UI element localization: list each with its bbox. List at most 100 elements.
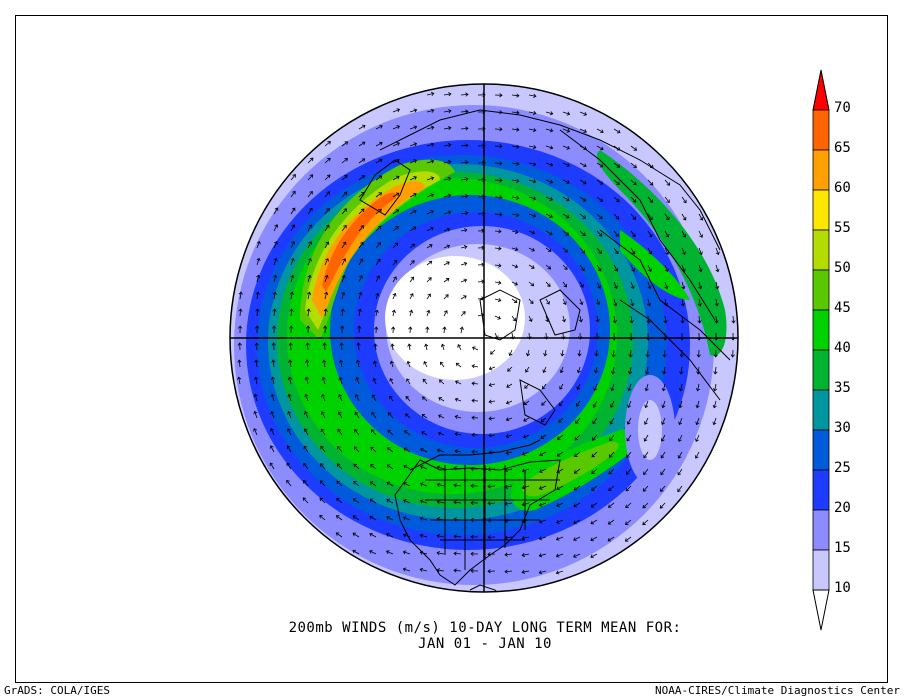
wind-arrowhead <box>532 162 537 167</box>
wind-arrowhead <box>403 430 408 434</box>
wind-arrow <box>542 383 547 390</box>
wind-arrowhead <box>319 514 323 519</box>
wind-arrowhead <box>320 411 325 415</box>
wind-arrowhead <box>448 126 452 131</box>
wind-arrow <box>287 445 292 453</box>
wind-arrowhead <box>385 550 390 555</box>
wind-arrow <box>341 208 347 215</box>
wind-arrowhead <box>607 504 612 508</box>
wind-arrowhead <box>642 504 647 509</box>
wind-arrow <box>270 445 275 453</box>
wind-arrow <box>455 415 462 419</box>
wind-arrow <box>608 485 615 491</box>
wind-arrowhead <box>389 395 393 400</box>
wind-arrow <box>409 310 413 317</box>
wind-arrow <box>239 292 242 300</box>
wind-arrow <box>403 465 411 470</box>
wind-arrow <box>352 550 360 555</box>
wind-arrowhead <box>309 207 313 212</box>
wind-arrowhead <box>391 309 396 314</box>
colorbar-label: 20 <box>834 500 851 516</box>
wind-arrow <box>522 519 530 523</box>
wind-arrow <box>324 241 329 249</box>
wind-arrowhead <box>447 142 452 148</box>
wind-arrowhead <box>470 517 474 522</box>
wind-arrowhead <box>521 535 526 541</box>
wind-arrow <box>358 225 364 232</box>
wind-arrow <box>545 213 553 218</box>
wind-arrowhead <box>253 393 258 398</box>
wind-arrowhead <box>395 209 400 213</box>
wind-arrowhead <box>386 464 391 468</box>
wind-arrow <box>511 247 518 251</box>
wind-arrowhead <box>393 259 398 264</box>
wind-arrow <box>426 293 431 300</box>
wind-arrow <box>576 400 581 407</box>
wind-arrow <box>421 414 428 419</box>
wind-arrowhead <box>463 295 467 299</box>
wind-arrow <box>403 447 411 453</box>
wind-arrow <box>420 551 428 555</box>
wind-arrowhead <box>360 241 364 246</box>
wind-arrowhead <box>427 293 431 298</box>
wind-arrow <box>438 414 445 419</box>
wind-arrowhead <box>447 159 452 164</box>
wind-arrow <box>369 516 377 521</box>
wind-arrowhead <box>648 251 653 255</box>
wind-arrowhead <box>448 92 452 97</box>
wind-arrow <box>494 213 503 216</box>
wind-arrowhead <box>626 421 631 425</box>
wind-arrow <box>356 377 360 385</box>
wind-arrow <box>528 213 536 217</box>
wind-arrowhead <box>395 226 399 230</box>
wind-arrow <box>273 275 277 283</box>
wind-arrow <box>695 451 700 459</box>
wind-arrowhead <box>353 446 358 450</box>
wind-arrow <box>324 275 328 283</box>
wind-arrow <box>324 342 326 351</box>
wind-arrow <box>562 213 570 219</box>
colorbar-bin <box>812 149 830 191</box>
wind-arrowhead <box>582 180 587 185</box>
plot-frame <box>15 15 888 683</box>
wind-arrow <box>302 497 309 504</box>
wind-arrowhead <box>471 398 475 403</box>
wind-arrowhead <box>591 453 596 458</box>
wind-arrow <box>590 553 598 558</box>
wind-arrowhead <box>560 353 565 357</box>
wind-arrow <box>630 213 636 220</box>
wind-arrow <box>375 225 382 232</box>
wind-arrow <box>681 196 687 203</box>
wind-arrowhead <box>454 432 459 437</box>
wind-arrow <box>494 230 502 233</box>
wind-arrowhead <box>292 190 296 195</box>
wind-arrowhead <box>549 214 553 219</box>
wind-arrowhead <box>288 342 293 346</box>
wind-arrowhead <box>307 274 312 279</box>
wind-arrow <box>696 417 700 425</box>
wind-arrowhead <box>521 468 526 473</box>
wind-arrowhead <box>273 240 278 245</box>
wind-arrow <box>678 434 683 442</box>
wind-arrow <box>336 532 343 538</box>
wind-arrow <box>562 128 570 132</box>
wind-arrow <box>681 230 686 238</box>
wind-arrow <box>238 360 241 368</box>
wind-arrow <box>443 127 451 130</box>
wind-arrowhead <box>614 268 619 272</box>
wind-arrow <box>454 467 462 470</box>
wind-arrowhead <box>352 549 356 554</box>
wind-arrow <box>403 499 411 504</box>
wind-arrowhead <box>342 258 347 262</box>
wind-arrow <box>324 157 331 164</box>
wind-arrowhead <box>304 393 309 398</box>
wind-arrowhead <box>566 163 570 167</box>
wind-arrowhead <box>555 553 560 558</box>
wind-arrow <box>539 485 547 490</box>
wind-arrow <box>324 141 331 147</box>
wind-arrow <box>695 434 700 442</box>
wind-arrow <box>443 93 451 96</box>
wind-arrowhead <box>436 465 441 470</box>
wind-arrow <box>558 417 564 423</box>
wind-arrow <box>573 502 581 507</box>
